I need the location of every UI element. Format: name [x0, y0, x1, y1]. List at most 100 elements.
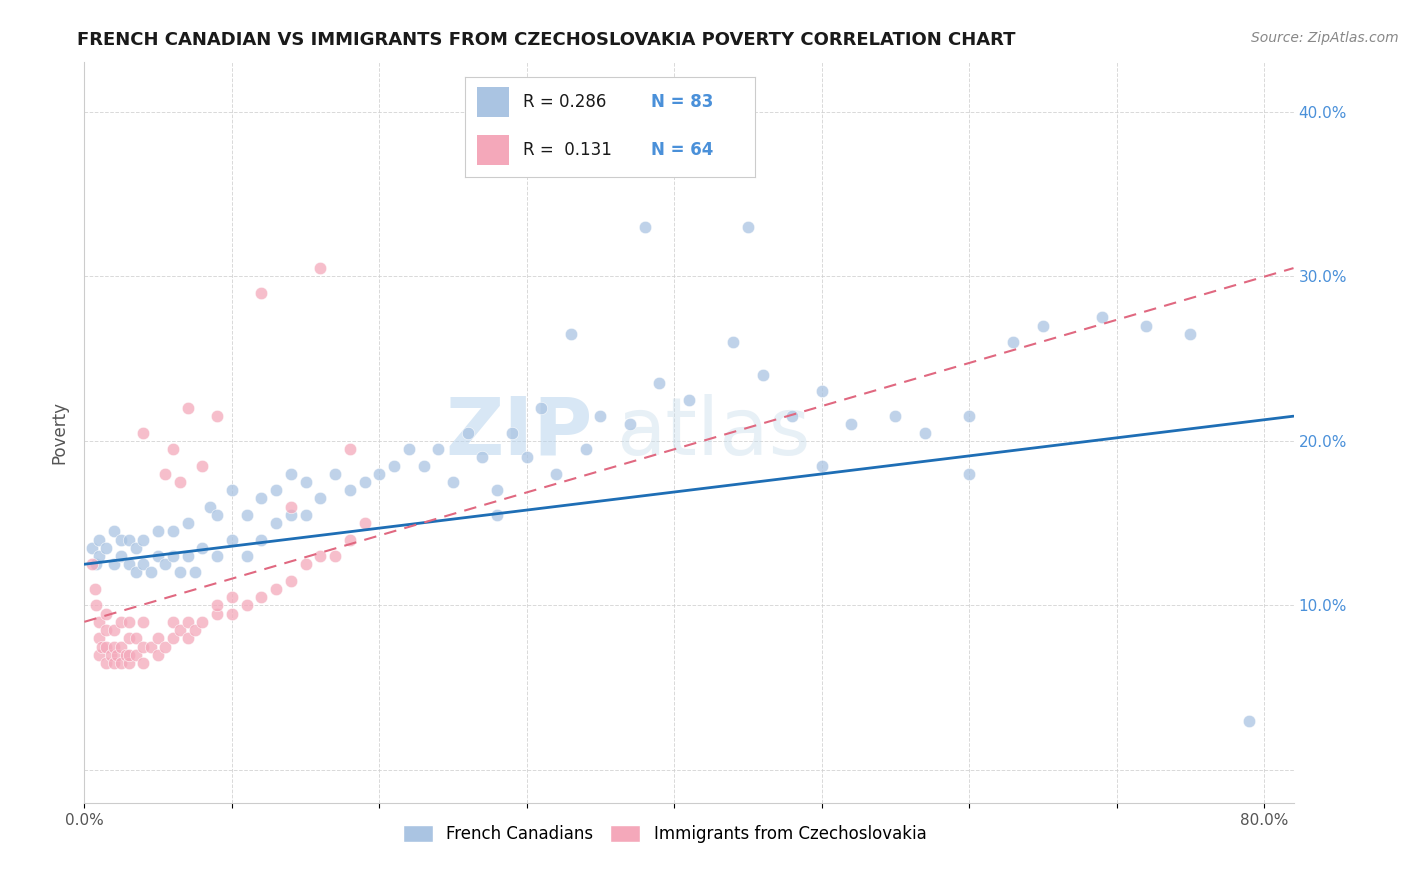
- Point: [87, 549, 110, 563]
- Point: [162, 442, 184, 456]
- Point: [810, 384, 832, 399]
- Point: [184, 623, 207, 637]
- Point: [114, 648, 136, 662]
- Point: [368, 467, 391, 481]
- Point: [146, 632, 169, 646]
- Point: [1002, 335, 1025, 350]
- Point: [96, 541, 118, 555]
- Point: [84, 558, 107, 572]
- Point: [125, 541, 148, 555]
- Point: [780, 409, 803, 424]
- Point: [382, 458, 405, 473]
- Point: [184, 566, 207, 580]
- Point: [132, 558, 155, 572]
- Point: [412, 458, 434, 473]
- Point: [339, 442, 361, 456]
- Point: [80, 541, 103, 555]
- Point: [221, 533, 243, 547]
- Point: [839, 417, 862, 432]
- Point: [634, 219, 657, 234]
- Point: [169, 623, 191, 637]
- Point: [96, 607, 118, 621]
- Point: [155, 467, 177, 481]
- Point: [205, 549, 228, 563]
- Point: [751, 368, 773, 382]
- Y-axis label: Poverty: Poverty: [51, 401, 69, 464]
- Point: [162, 549, 184, 563]
- Point: [91, 640, 114, 654]
- Point: [353, 475, 375, 489]
- Point: [471, 450, 494, 465]
- Point: [737, 219, 759, 234]
- Point: [339, 483, 361, 498]
- Point: [132, 425, 155, 440]
- Point: [280, 574, 302, 588]
- Point: [264, 483, 287, 498]
- Point: [250, 285, 273, 300]
- Point: [110, 640, 132, 654]
- Point: [250, 491, 273, 506]
- Point: [146, 549, 169, 563]
- Point: [280, 467, 302, 481]
- Point: [132, 533, 155, 547]
- Point: [221, 607, 243, 621]
- Point: [1239, 714, 1261, 728]
- Legend: French Canadians, Immigrants from Czechoslovakia: French Canadians, Immigrants from Czecho…: [396, 819, 934, 850]
- Point: [294, 508, 316, 522]
- Point: [309, 549, 332, 563]
- Point: [280, 508, 302, 522]
- Point: [132, 615, 155, 629]
- Point: [176, 615, 198, 629]
- Point: [280, 500, 302, 514]
- Point: [87, 615, 110, 629]
- Point: [176, 549, 198, 563]
- Point: [191, 458, 214, 473]
- Point: [198, 500, 221, 514]
- Point: [546, 467, 568, 481]
- Point: [125, 566, 148, 580]
- Point: [103, 640, 125, 654]
- Point: [250, 590, 273, 604]
- Point: [132, 656, 155, 670]
- Point: [205, 409, 228, 424]
- Point: [96, 623, 118, 637]
- Point: [323, 467, 346, 481]
- Point: [486, 483, 509, 498]
- Point: [139, 566, 162, 580]
- Point: [221, 590, 243, 604]
- Point: [530, 401, 553, 415]
- Point: [83, 582, 105, 596]
- Point: [575, 442, 598, 456]
- Point: [205, 607, 228, 621]
- Text: Source: ZipAtlas.com: Source: ZipAtlas.com: [1251, 31, 1399, 45]
- Point: [294, 475, 316, 489]
- Point: [117, 648, 139, 662]
- Point: [155, 640, 177, 654]
- Point: [117, 533, 139, 547]
- Point: [721, 335, 744, 350]
- Point: [294, 558, 316, 572]
- Point: [103, 623, 125, 637]
- Point: [110, 615, 132, 629]
- Point: [117, 632, 139, 646]
- Point: [84, 599, 107, 613]
- Point: [309, 261, 332, 276]
- Point: [191, 541, 214, 555]
- Point: [155, 558, 177, 572]
- Point: [176, 632, 198, 646]
- Point: [560, 326, 582, 341]
- Point: [105, 648, 128, 662]
- Point: [589, 409, 612, 424]
- Point: [678, 392, 700, 407]
- Point: [110, 533, 132, 547]
- Point: [117, 656, 139, 670]
- Text: atlas: atlas: [616, 393, 811, 472]
- Point: [339, 533, 361, 547]
- Point: [125, 648, 148, 662]
- Point: [117, 558, 139, 572]
- Point: [100, 648, 122, 662]
- Point: [264, 516, 287, 530]
- Point: [353, 516, 375, 530]
- Point: [810, 458, 832, 473]
- Point: [884, 409, 907, 424]
